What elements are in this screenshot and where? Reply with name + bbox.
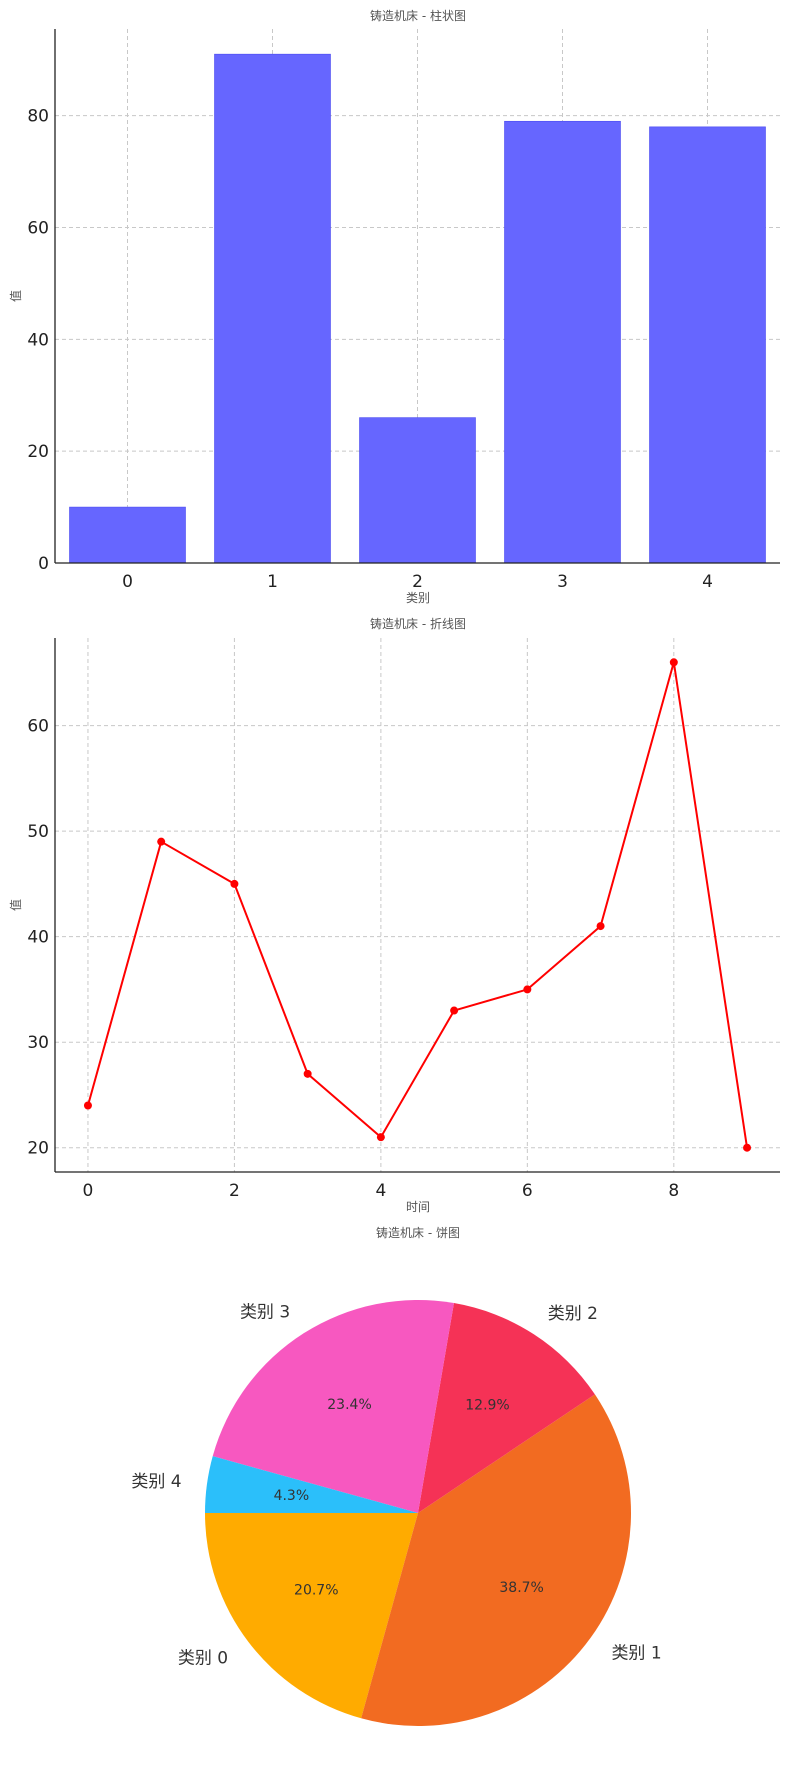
pie-chart-slices: 20.7% 类别 0 38.7% 类别 1 12.9% 类别 2 23.4% 类别 3 4.3%… [131,1300,662,1727]
bar-chart-title: 铸造机床 - 柱状图 [370,8,466,23]
line-data-point [376,1133,385,1142]
pie-percent-label: 20.7% [294,1582,338,1598]
line-data-point [596,922,605,931]
line-chart-y-axis-label: 值 [8,899,23,911]
pie-chart-title: 铸造机床 - 饼图 [376,1225,460,1240]
pie-category-label: 类别 0 [178,1648,228,1668]
line-chart-ticks: 20 30 40 50 60 0 2 4 6 8 [27,717,679,1201]
pie-category-label: 类别 3 [240,1303,290,1323]
line-y-tick-label: 30 [27,1033,49,1053]
bar-chart-y-axis-label: 值 [8,290,23,302]
bar-y-tick-label: 0 [38,554,49,574]
pie-percent-label: 38.7% [499,1580,543,1596]
bar-chart: 铸造机床 - 柱状图 0 20 40 60 80 0 1 2 3 4 类别 值 [8,8,780,605]
line-y-tick-label: 20 [27,1139,49,1159]
line-data-point [303,1069,312,1078]
bar-chart-bars [69,53,766,564]
line-x-tick-label: 2 [229,1181,240,1201]
pie-slice-2 [418,1303,595,1513]
pie-category-label: 类别 1 [611,1644,661,1664]
bar-y-tick-label: 60 [27,219,49,239]
pie-percent-label: 23.4% [327,1397,371,1413]
bar-category-1 [214,53,331,564]
bar-chart-x-axis-label: 类别 [406,591,430,605]
line-chart-x-axis-label: 时间 [406,1200,430,1214]
line-x-tick-label: 0 [83,1181,94,1201]
line-data-point [669,658,678,667]
line-data-point [83,1101,92,1110]
line-data-point [157,837,166,846]
bar-x-tick-label: 3 [557,572,568,592]
bar-category-4 [649,126,766,564]
bar-y-tick-label: 80 [27,107,49,127]
pie-percent-label: 4.3% [274,1488,310,1504]
line-x-tick-label: 6 [522,1181,533,1201]
line-data-point [230,879,239,888]
bar-category-3 [504,120,621,564]
line-chart-grid [55,638,780,1172]
bar-x-tick-label: 0 [122,572,133,592]
bar-y-tick-label: 20 [27,442,49,462]
pie-slice-0 [205,1513,418,1719]
pie-percent-label: 12.9% [465,1398,509,1414]
line-x-tick-label: 4 [375,1181,386,1201]
line-y-tick-label: 40 [27,928,49,948]
pie-chart: 铸造机床 - 饼图 20.7% 类别 0 38.7% 类别 1 12.9% 类别 2 23.… [131,1225,662,1727]
bar-x-tick-label: 1 [267,572,278,592]
line-series-path [86,661,749,1148]
line-y-tick-label: 60 [27,717,49,737]
line-chart: 铸造机床 - 折线图 20 30 40 50 60 0 2 4 6 8 时间 值 [8,616,780,1214]
line-data-point [743,1143,752,1152]
pie-slice-3 [212,1300,454,1513]
line-chart-title: 铸造机床 - 折线图 [370,616,466,631]
pie-slice-1 [361,1394,632,1727]
line-y-tick-label: 50 [27,822,49,842]
line-data-point [523,985,532,994]
bar-category-2 [359,417,476,564]
pie-category-label: 类别 4 [131,1472,181,1492]
bar-y-tick-label: 40 [27,330,49,350]
line-x-tick-label: 8 [668,1181,679,1201]
bar-category-0 [69,506,186,564]
line-data-point [450,1006,459,1015]
bar-x-tick-label: 2 [412,572,423,592]
line-chart-series [83,658,752,1152]
bar-chart-ticks: 0 20 40 60 80 0 1 2 3 4 [27,107,713,592]
pie-category-label: 类别 2 [548,1304,598,1324]
pie-slice-4 [205,1456,418,1513]
bar-x-tick-label: 4 [702,572,713,592]
